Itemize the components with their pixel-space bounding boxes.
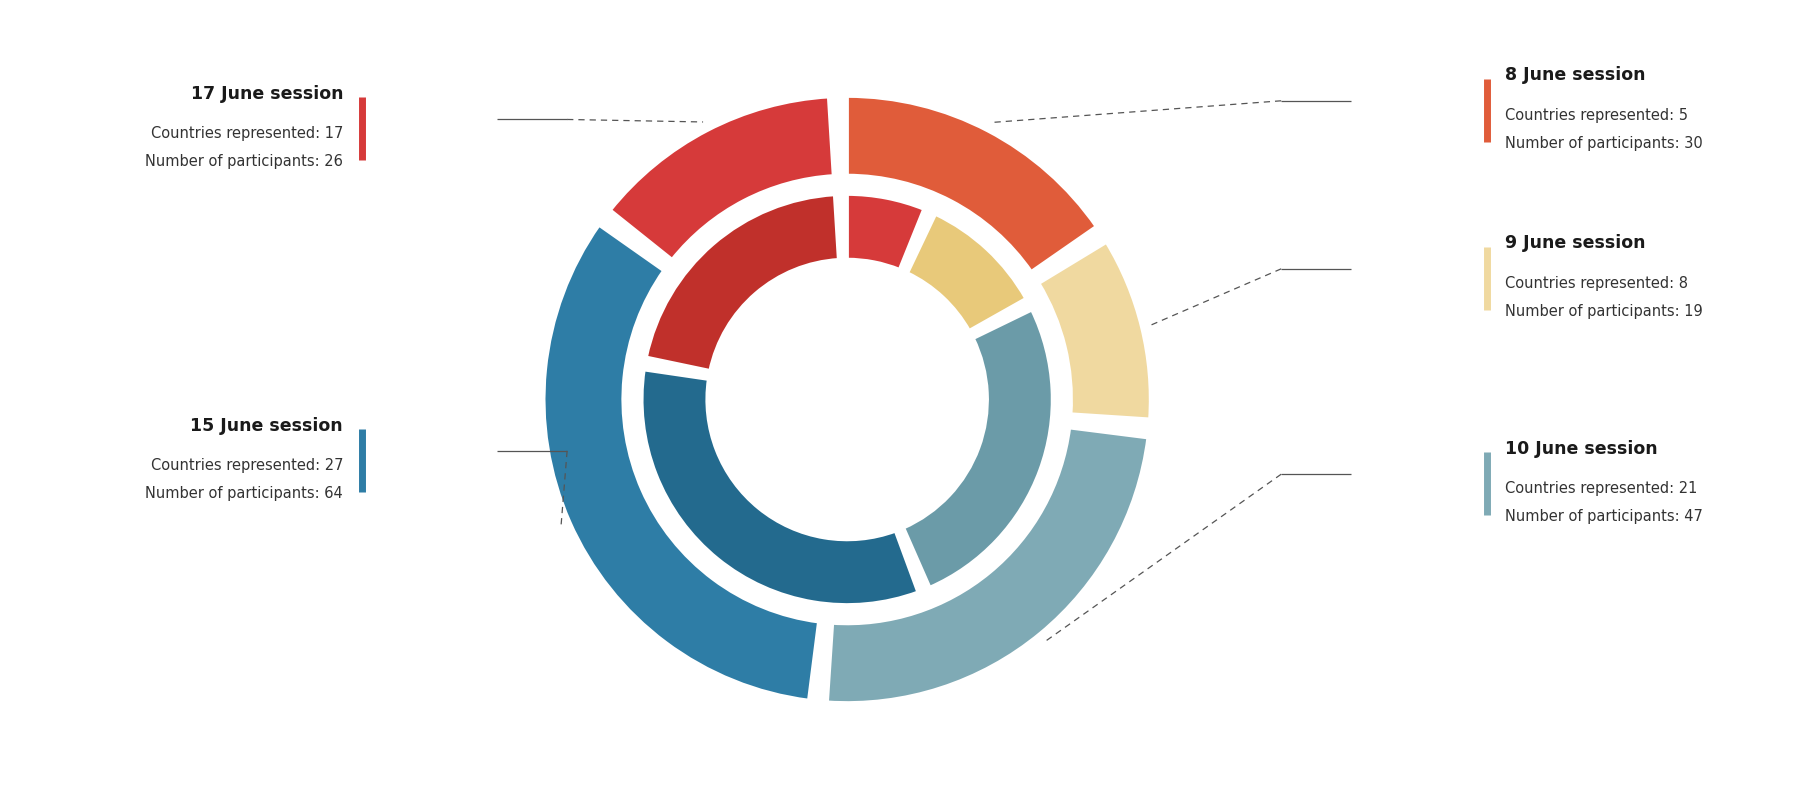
Text: Countries represented: 27: Countries represented: 27 — [150, 458, 342, 473]
Text: 9 June session: 9 June session — [1505, 234, 1646, 252]
Text: Countries represented: 8: Countries represented: 8 — [1505, 276, 1688, 291]
Text: 15 June session: 15 June session — [190, 416, 342, 435]
Wedge shape — [848, 194, 924, 269]
Wedge shape — [904, 310, 1052, 587]
Text: Countries represented: 17: Countries represented: 17 — [150, 126, 342, 141]
Wedge shape — [647, 194, 838, 371]
Wedge shape — [828, 427, 1148, 703]
Wedge shape — [1040, 242, 1150, 419]
Text: 17 June session: 17 June session — [190, 85, 342, 103]
Text: 8 June session: 8 June session — [1505, 66, 1646, 85]
Wedge shape — [543, 225, 819, 701]
Text: 10 June session: 10 June session — [1505, 439, 1657, 458]
Wedge shape — [641, 370, 918, 605]
Wedge shape — [610, 97, 833, 260]
Text: Number of participants: 30: Number of participants: 30 — [1505, 136, 1702, 151]
Wedge shape — [848, 96, 1096, 272]
Text: Countries represented: 21: Countries represented: 21 — [1505, 481, 1697, 496]
Text: Number of participants: 47: Number of participants: 47 — [1505, 509, 1702, 524]
Text: Number of participants: 26: Number of participants: 26 — [145, 154, 342, 169]
Text: Number of participants: 64: Number of participants: 64 — [145, 486, 342, 501]
Text: Countries represented: 5: Countries represented: 5 — [1505, 108, 1688, 123]
Text: Number of participants: 19: Number of participants: 19 — [1505, 304, 1702, 319]
Wedge shape — [907, 214, 1027, 331]
